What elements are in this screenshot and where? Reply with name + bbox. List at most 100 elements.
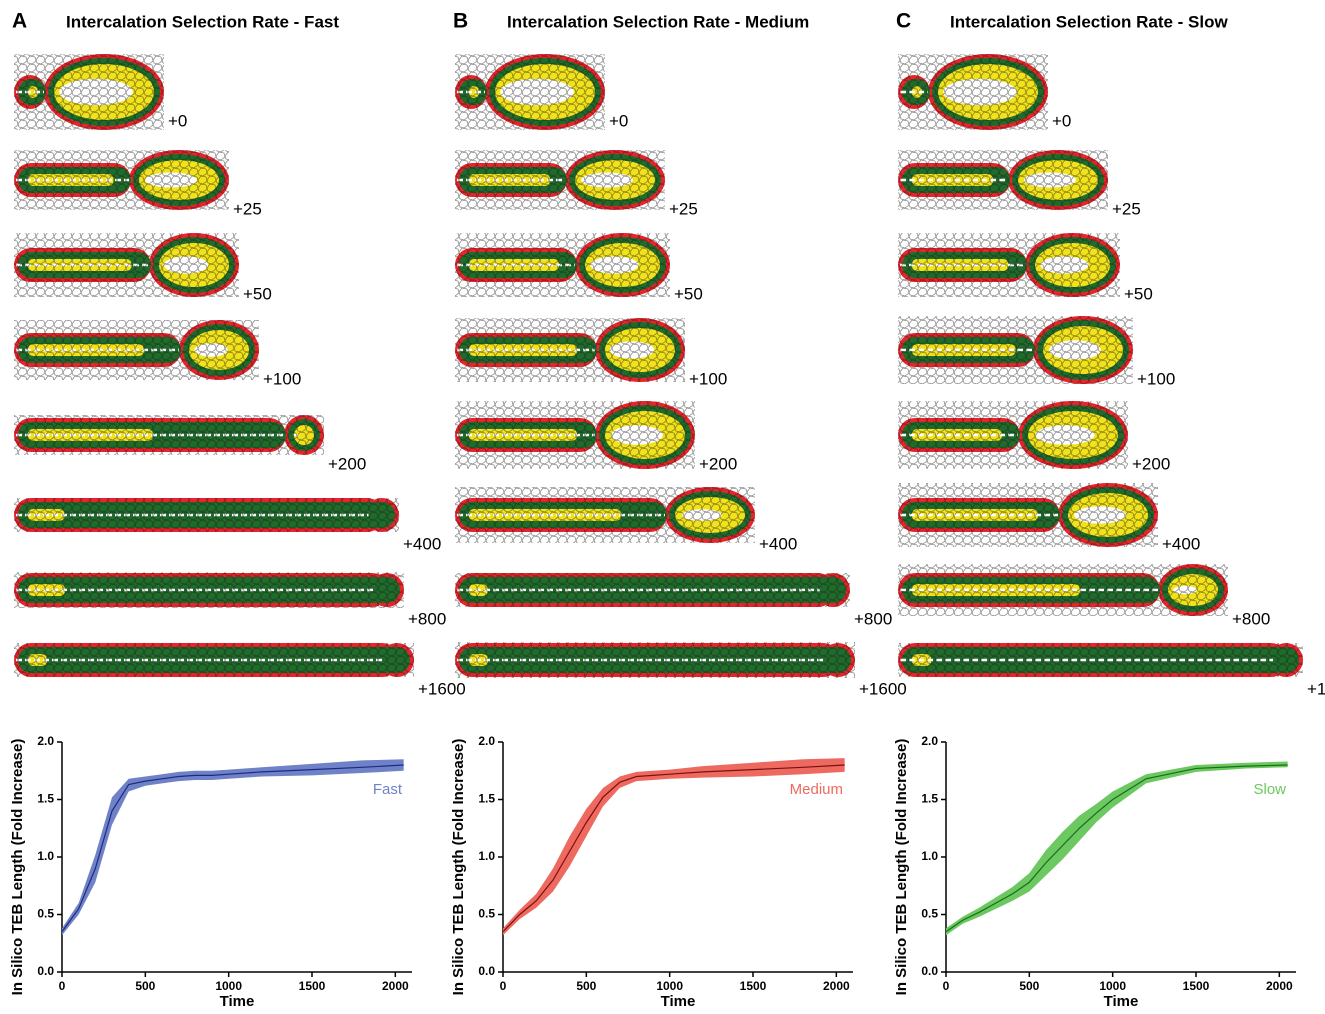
stage-label: +50 <box>674 284 703 303</box>
stage-label: +400 <box>403 534 441 553</box>
stage-label: +25 <box>1112 199 1141 218</box>
cell-texture <box>898 643 1303 677</box>
cell-texture <box>455 318 685 382</box>
y-tick-label: 1.0 <box>921 849 938 863</box>
tissue-snapshot <box>455 233 670 297</box>
x-tick-label: 2000 <box>823 979 850 993</box>
cell-texture <box>898 401 1128 469</box>
cell-texture <box>898 150 1108 210</box>
cell-texture <box>455 573 850 607</box>
band <box>946 761 1288 936</box>
cell-texture <box>14 572 404 608</box>
cell-texture <box>898 564 1228 616</box>
y-tick-label: 1.0 <box>478 849 495 863</box>
stage-label: +800 <box>408 609 446 628</box>
cell-texture <box>455 233 670 297</box>
series-label: Slow <box>1253 781 1286 798</box>
x-tick-label: 1000 <box>1099 979 1126 993</box>
tissue-snapshot <box>898 233 1120 297</box>
panel-title: Intercalation Selection Rate - Slow <box>950 12 1229 31</box>
stage-label: +100 <box>1137 369 1175 388</box>
cell-texture <box>14 320 259 380</box>
tissue-snapshot <box>14 233 239 297</box>
y-tick-label: 0.0 <box>478 964 495 978</box>
stage-label: +200 <box>1132 454 1170 473</box>
y-tick-label: 0.5 <box>37 907 54 921</box>
y-tick-label: 2.0 <box>478 734 495 748</box>
tissue-snapshot <box>14 54 164 130</box>
panel-title: Intercalation Selection Rate - Fast <box>66 12 339 31</box>
stage-label: +1600 <box>1307 679 1325 698</box>
panel-title: Intercalation Selection Rate - Medium <box>507 12 809 31</box>
stage-label: +1600 <box>418 679 466 698</box>
cell-texture <box>455 401 695 469</box>
stage-label: +100 <box>689 369 727 388</box>
y-axis-label: In Silico TEB Length (Fold Increase) <box>9 739 26 996</box>
x-tick-label: 1500 <box>299 979 326 993</box>
cell-texture <box>14 498 399 532</box>
y-tick-label: 1.5 <box>37 792 54 806</box>
y-tick-label: 1.5 <box>921 792 938 806</box>
cell-texture <box>14 643 414 677</box>
tissue-snapshot <box>898 150 1108 210</box>
stage-label: +50 <box>243 284 272 303</box>
cell-texture <box>14 150 229 210</box>
x-axis-label: Time <box>220 993 255 1010</box>
x-tick-label: 1000 <box>215 979 242 993</box>
panel-letter: A <box>12 10 27 33</box>
series-label: Medium <box>790 781 843 798</box>
mean-line <box>61 764 404 933</box>
tissue-snapshot <box>14 498 399 532</box>
band <box>62 759 404 936</box>
panel-letter: C <box>896 10 911 33</box>
x-tick-label: 2000 <box>1266 979 1293 993</box>
stage-label: +800 <box>1232 609 1270 628</box>
y-tick-label: 0.0 <box>921 964 938 978</box>
tissue-snapshot <box>455 642 855 678</box>
cell-texture <box>455 642 855 678</box>
mean-line <box>945 764 1288 933</box>
cell-texture <box>898 483 1158 547</box>
tissue-snapshot <box>898 643 1303 677</box>
tissue-snapshot <box>455 401 695 469</box>
band <box>503 758 845 936</box>
stage-label: +0 <box>609 111 628 130</box>
cell-texture <box>455 54 605 130</box>
tissue-snapshot <box>455 573 850 607</box>
tissue-snapshot <box>14 150 229 210</box>
cell-texture <box>14 233 239 297</box>
y-tick-label: 2.0 <box>921 734 938 748</box>
tissue-snapshot <box>14 643 414 677</box>
x-tick-label: 500 <box>1019 979 1039 993</box>
tissue-snapshot <box>14 572 404 608</box>
y-tick-label: 1.5 <box>478 792 495 806</box>
tissue-snapshot <box>14 415 324 455</box>
stage-label: +25 <box>233 199 262 218</box>
tissue-snapshot <box>898 401 1128 469</box>
y-tick-label: 1.0 <box>37 849 54 863</box>
stage-label: +0 <box>168 111 187 130</box>
tissue-snapshot <box>898 316 1133 384</box>
stage-label: +400 <box>1162 534 1200 553</box>
cell-texture <box>455 150 665 210</box>
cell-texture <box>898 316 1133 384</box>
y-tick-label: 2.0 <box>37 734 54 748</box>
cell-texture <box>898 54 1048 130</box>
x-axis-label: Time <box>1104 993 1139 1010</box>
x-tick-label: 0 <box>59 979 66 993</box>
x-tick-label: 2000 <box>382 979 409 993</box>
tissue-snapshot <box>898 564 1228 616</box>
stage-label: +100 <box>263 369 301 388</box>
y-axis-label: In Silico TEB Length (Fold Increase) <box>893 739 910 996</box>
tissue-snapshot <box>898 483 1158 547</box>
tissue-snapshot <box>455 150 665 210</box>
cell-texture <box>898 233 1120 297</box>
stage-label: +400 <box>759 534 797 553</box>
x-tick-label: 500 <box>576 979 596 993</box>
x-axis-label: Time <box>661 993 696 1010</box>
x-tick-label: 1500 <box>740 979 767 993</box>
y-tick-label: 0.5 <box>478 907 495 921</box>
tissue-snapshot <box>14 320 259 380</box>
